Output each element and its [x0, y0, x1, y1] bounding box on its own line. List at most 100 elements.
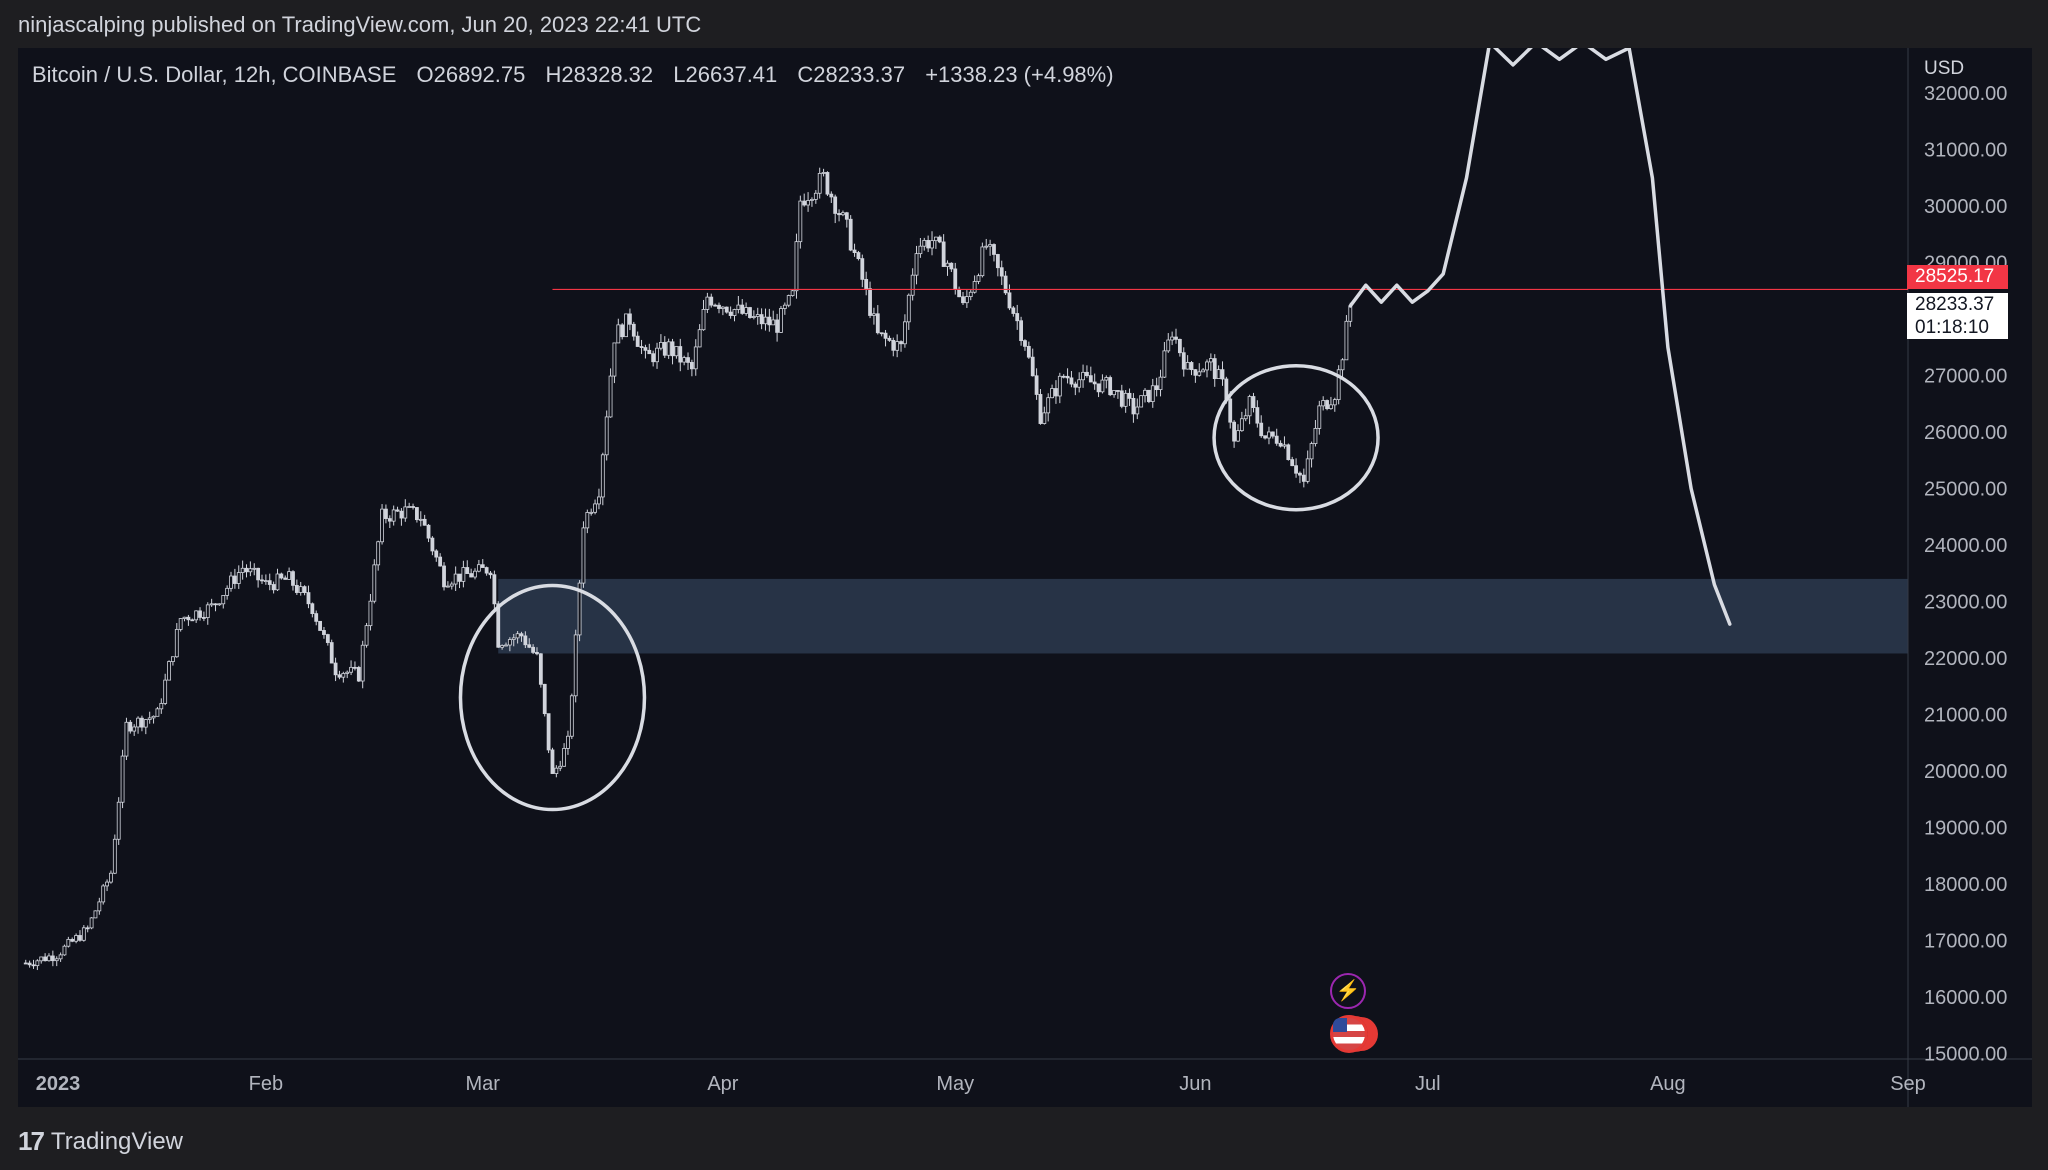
candle-body	[984, 245, 989, 248]
candle-body	[1050, 388, 1054, 399]
candle-body	[659, 342, 663, 349]
tradingview-logo-icon[interactable]: 17	[18, 1126, 45, 1156]
candle-body	[155, 708, 160, 717]
candle-body	[1212, 358, 1217, 380]
candle-body	[1282, 444, 1287, 447]
candle-body	[701, 309, 706, 331]
candle-body	[353, 666, 357, 669]
candle-body	[461, 567, 466, 582]
candle-body	[387, 518, 392, 522]
candle-body	[260, 579, 264, 582]
candle-body	[620, 324, 625, 338]
candle-body	[523, 635, 528, 646]
candle-body	[844, 212, 849, 220]
candle-body	[670, 341, 675, 357]
candle-body	[779, 308, 783, 333]
candle-body	[267, 580, 272, 585]
candle-body	[775, 319, 779, 333]
candle-body	[535, 651, 539, 655]
candle-body	[949, 262, 954, 270]
candle-body	[651, 353, 656, 363]
candle-body	[112, 838, 117, 874]
candle-body	[124, 721, 129, 757]
candle-body	[500, 645, 505, 648]
candle-body	[167, 661, 171, 681]
chart-frame[interactable]: 15000.00 16000.00 17000.00 18000.00 19000.00…	[18, 48, 2032, 1107]
lightning-event-icon[interactable]: ⚡	[1330, 973, 1366, 1009]
candle-body	[1131, 397, 1136, 415]
candle-body	[1046, 397, 1051, 414]
candle-body	[105, 881, 109, 887]
us-flag-event-icon[interactable]	[1330, 1015, 1368, 1053]
candle-body	[709, 296, 714, 306]
candle-body	[314, 613, 319, 622]
candle-body	[678, 346, 683, 363]
candle-body	[593, 503, 597, 513]
candle-body	[736, 304, 741, 310]
candle-body	[980, 246, 985, 277]
candle-body	[457, 573, 462, 582]
candle-body	[1019, 320, 1023, 342]
candle-body	[767, 316, 772, 326]
candle-body	[504, 644, 508, 647]
candle-body	[415, 507, 419, 521]
candle-body	[1208, 358, 1213, 363]
candle-body	[566, 735, 570, 749]
candle-body	[748, 307, 752, 318]
high-value: H28328.32	[545, 62, 654, 87]
circle-annotation-march	[458, 583, 647, 812]
candle-body	[248, 568, 253, 573]
candle-body	[507, 639, 512, 646]
candle-body	[771, 319, 776, 326]
candle-body	[1344, 320, 1349, 361]
candle-body	[833, 196, 838, 214]
candle-body	[120, 755, 125, 803]
candle-body	[194, 610, 199, 621]
candle-body	[682, 357, 687, 363]
candle-body	[1290, 459, 1295, 467]
candle-body	[1158, 376, 1163, 391]
low-value: L26637.41	[673, 62, 778, 87]
candle-body	[883, 332, 888, 339]
candle-body	[182, 616, 187, 619]
candle-body	[78, 935, 82, 941]
candle-body	[1243, 415, 1248, 420]
candle-body	[585, 512, 590, 529]
candle-body	[356, 667, 361, 682]
candle-body	[1329, 404, 1333, 410]
price-chart[interactable]: 15000.00 16000.00 17000.00 18000.00 19000.00…	[18, 48, 2032, 1107]
candle-body	[717, 304, 721, 309]
candle-body	[399, 510, 404, 519]
candle-body	[961, 296, 965, 304]
candle-body	[817, 172, 822, 194]
candle-body	[364, 625, 369, 646]
candle-body	[1011, 307, 1016, 314]
candle-body	[995, 254, 1000, 269]
candle-body	[922, 240, 927, 247]
candle-body	[515, 633, 520, 639]
candle-body	[724, 306, 729, 313]
currency-label[interactable]: USD	[1924, 58, 1965, 79]
candle-body	[1170, 336, 1175, 341]
candle-body	[608, 375, 613, 418]
time-tick-label: Feb	[249, 1073, 283, 1095]
candle-body	[992, 244, 996, 255]
candle-body	[384, 508, 388, 519]
candle-body	[1085, 371, 1089, 377]
footer-brand[interactable]: TradingView	[50, 1127, 183, 1155]
candle-body	[140, 717, 144, 728]
candle-body	[887, 337, 892, 341]
price-tick-label: 23000.00	[1924, 592, 2007, 614]
candle-body	[287, 571, 292, 580]
candle-body	[271, 584, 276, 591]
candle-body	[1065, 375, 1070, 379]
candle-body	[132, 726, 137, 732]
candle-body	[66, 939, 71, 947]
candle-body	[236, 572, 241, 584]
price-tick-label: 15000.00	[1924, 1043, 2007, 1065]
candle-body	[538, 653, 543, 685]
candle-body	[813, 192, 818, 200]
time-tick-label: Jun	[1179, 1073, 1211, 1095]
candle-body	[322, 630, 326, 635]
candle-body	[151, 715, 156, 719]
